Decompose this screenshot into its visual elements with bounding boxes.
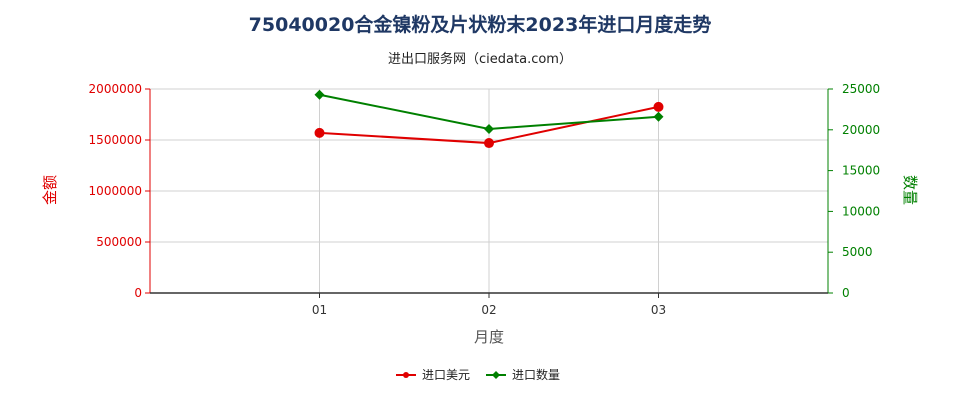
x-tick-label: 03 [651,303,666,317]
y-left-tick-label: 2000000 [89,82,142,96]
legend-label-1: 进口数量 [512,367,560,382]
data-point-0-0[interactable] [314,127,325,138]
gridlines [150,88,828,293]
y-right-tick-label: 25000 [842,82,880,96]
y-axis-right-label: 数量 [901,175,919,205]
x-tick-label: 02 [481,303,496,317]
left-axis-ticks: 0 500000 1000000 1500000 2000000 [89,82,150,300]
data-point-1-2[interactable] [653,111,664,122]
y-left-tick-label: 500000 [96,235,142,249]
x-tick-label: 01 [312,303,327,317]
legend-marker-1 [492,371,500,379]
x-axis-label: 月度 [474,328,504,346]
legend-item-1[interactable]: 进口数量 [486,367,560,382]
y-right-tick-label: 15000 [842,164,880,178]
legend-label-0: 进口美元 [422,368,470,382]
data-point-1-0[interactable] [314,89,325,100]
legend-marker-0 [403,372,409,378]
y-right-tick-label: 5000 [842,245,873,259]
y-right-tick-label: 20000 [842,123,880,137]
chart-subtitle: 进出口服务网（ciedata.com） [388,52,572,67]
series-layer [314,89,664,149]
x-axis-ticks: 01 02 03 [312,293,666,317]
chart-title: 75040020合金镍粉及片状粉末2023年进口月度走势 [248,14,712,36]
data-point-0-2[interactable] [653,101,664,112]
y-left-tick-label: 1000000 [89,184,142,198]
legend: 进口美元 进口数量 [396,367,560,382]
y-left-tick-label: 1500000 [89,133,142,147]
y-axis-left-label: 金额 [41,175,59,205]
data-point-1-1[interactable] [484,123,494,134]
data-point-0-1[interactable] [484,138,494,149]
y-left-tick-label: 0 [134,286,142,300]
y-right-tick-label: 0 [842,286,850,300]
right-axis-ticks: 0 5000 10000 15000 20000 25000 [828,82,880,300]
y-right-tick-label: 10000 [842,204,880,218]
legend-item-0[interactable]: 进口美元 [396,368,470,382]
